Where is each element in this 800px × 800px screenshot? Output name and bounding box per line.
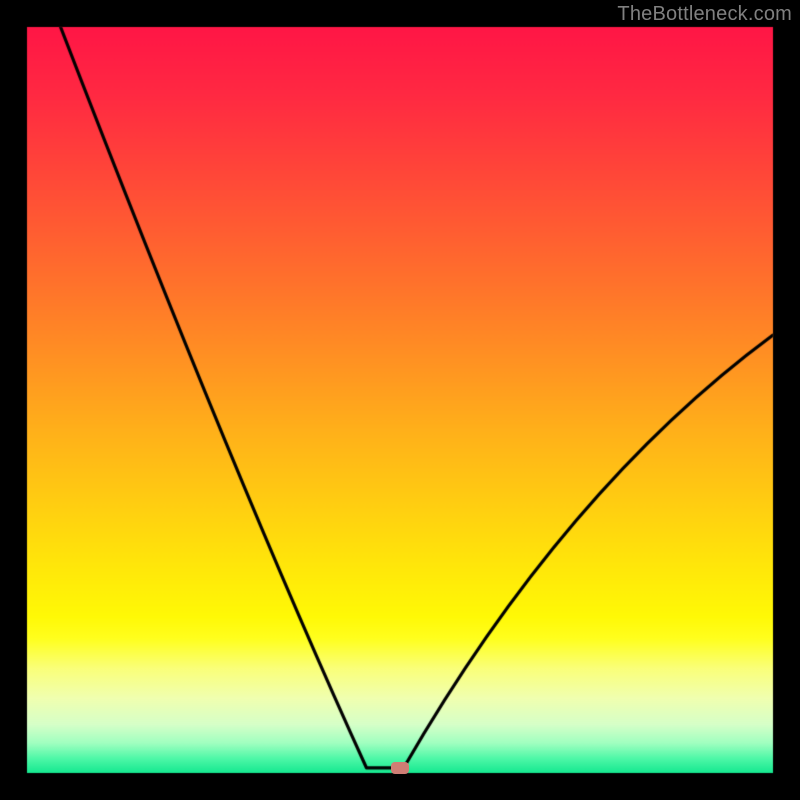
- bottleneck-curve: [0, 0, 800, 800]
- watermark-text: TheBottleneck.com: [617, 3, 792, 26]
- chart-stage: TheBottleneck.com: [0, 0, 800, 800]
- optimum-marker: [391, 762, 409, 774]
